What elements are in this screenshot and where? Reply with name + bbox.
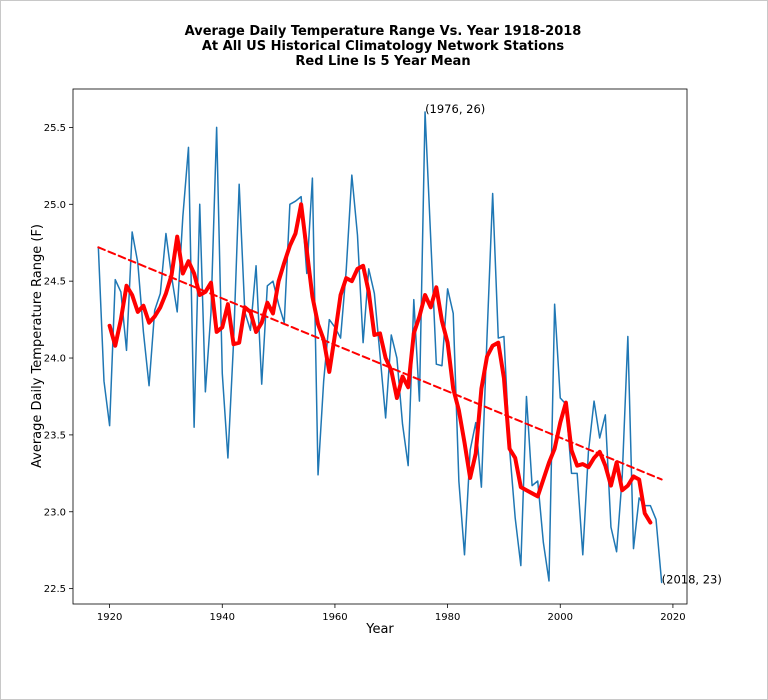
annotations: (1976, 26) (2018, 23)	[425, 102, 722, 586]
y-tick-label: 25.5	[44, 123, 66, 134]
title-line-1: Average Daily Temperature Range Vs. Year…	[185, 24, 582, 39]
y-tick-label: 23.0	[44, 507, 66, 518]
y-axis-label: Average Daily Temperature Range (F)	[30, 224, 45, 468]
title-line-3: Red Line Is 5 Year Mean	[295, 54, 470, 69]
y-axis-ticks: 22.5 23.0 23.5 24.0 24.5 25.0 25.5	[44, 123, 73, 595]
y-tick-label: 25.0	[44, 200, 66, 211]
x-tick-label: 1980	[435, 612, 460, 623]
x-tick-label: 1920	[97, 612, 122, 623]
plot-area	[72, 88, 688, 605]
y-tick-label: 24.5	[44, 277, 66, 288]
x-tick-label: 1940	[210, 612, 235, 623]
x-axis-ticks: 1920 1940 1960 1980 2000 2020	[97, 604, 686, 623]
x-tick-label: 1960	[322, 612, 347, 623]
series-layer	[97, 111, 663, 584]
x-tick-label: 2020	[660, 612, 685, 623]
data-point-annotation: (1976, 26)	[425, 102, 485, 116]
x-axis-label: Year	[365, 622, 394, 637]
x-tick-label: 2000	[548, 612, 573, 623]
chart-title: Average Daily Temperature Range Vs. Year…	[185, 24, 582, 69]
y-tick-label: 24.0	[44, 354, 66, 365]
trend-line	[97, 246, 663, 481]
y-tick-label: 22.5	[44, 584, 66, 595]
data-point-annotation: (2018, 23)	[662, 572, 722, 586]
y-tick-label: 23.5	[44, 430, 66, 441]
title-line-2: At All US Historical Climatology Network…	[202, 39, 565, 54]
five-year-mean-line	[107, 202, 653, 525]
